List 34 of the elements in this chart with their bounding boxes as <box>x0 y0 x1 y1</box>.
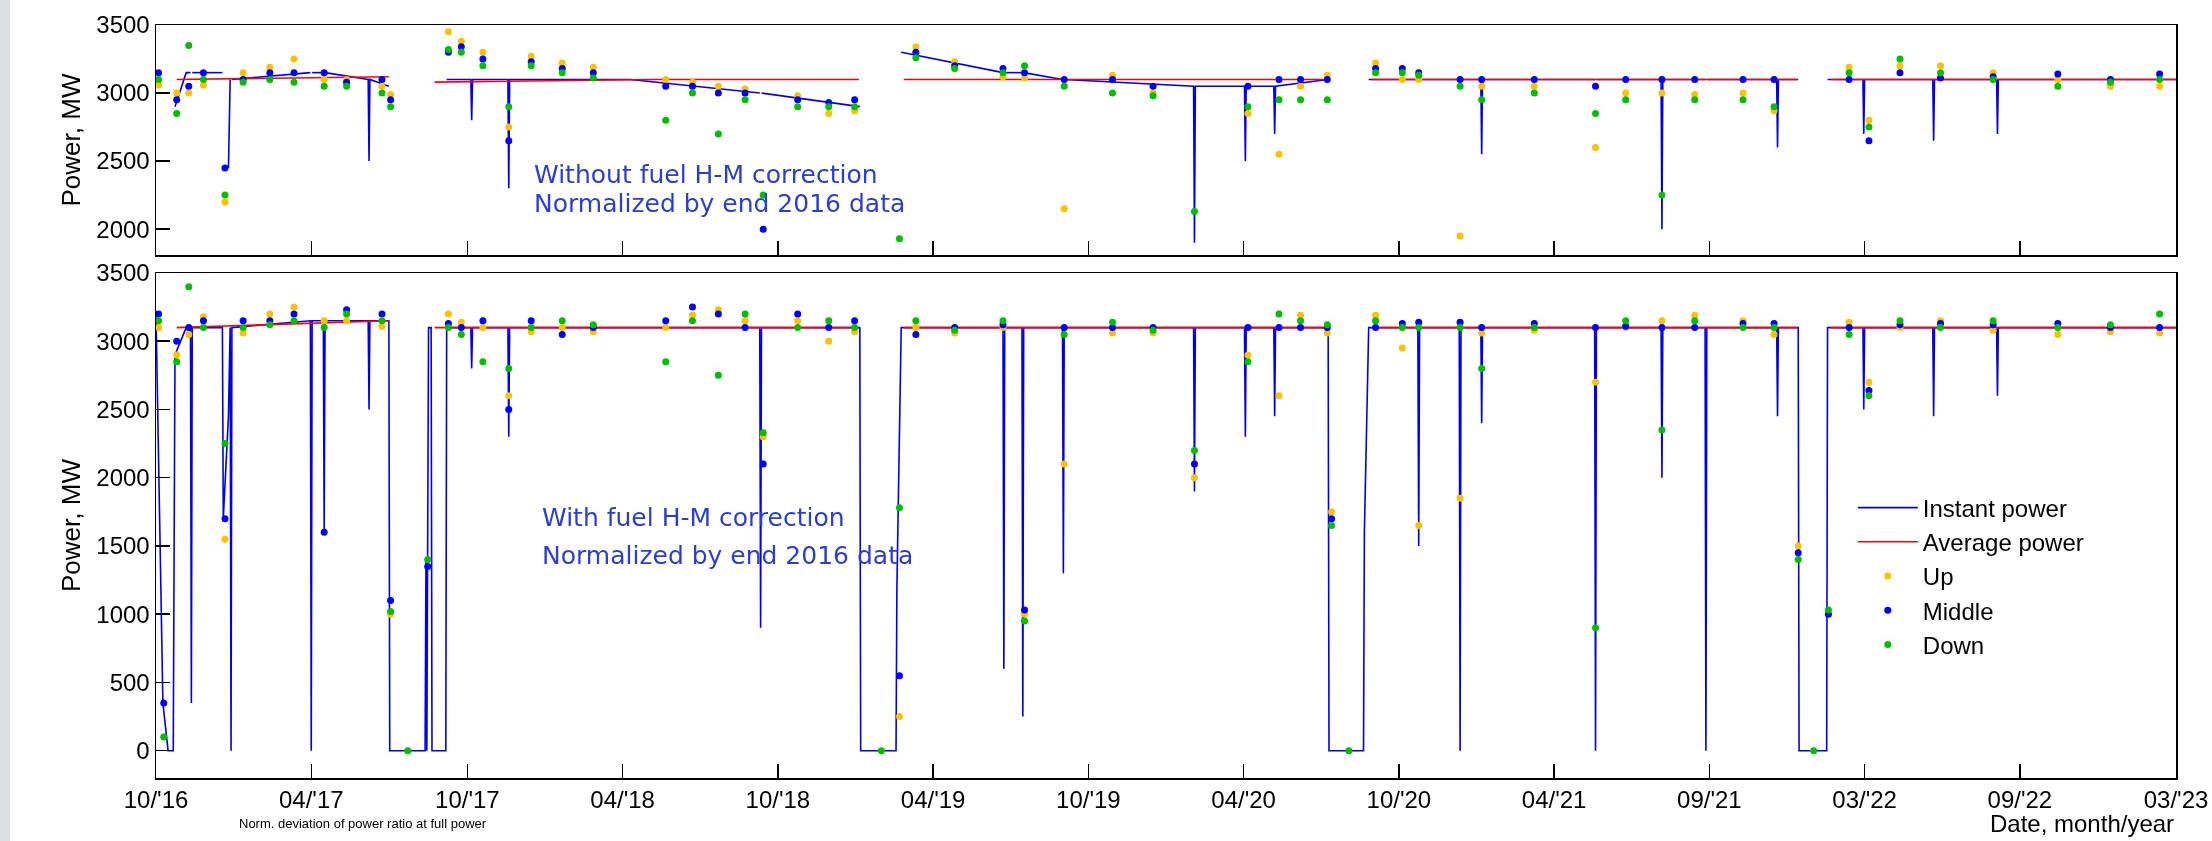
x-tick-label: 03/'22 <box>1832 786 1897 814</box>
y-tick-label: 500 <box>109 668 150 696</box>
y-tick-label: 3000 <box>96 327 150 355</box>
legend-label: Middle <box>1922 597 1994 625</box>
y-tick-label: 2500 <box>96 395 150 423</box>
x-tick-label: 10/'18 <box>745 786 811 814</box>
legend-label: Up <box>1922 563 1954 591</box>
annotation: Without fuel H-M correction <box>534 160 878 189</box>
y-tick-label: 2000 <box>96 464 150 492</box>
x-tick-label: 10/'16 <box>123 786 189 814</box>
y-tick-label: 3500 <box>96 259 150 287</box>
y-axis-title: Power, MW <box>55 458 86 592</box>
y-tick-label: 3000 <box>96 79 150 107</box>
y-axis-title: Power, MW <box>55 73 86 207</box>
y-tick-label: 2500 <box>96 147 150 175</box>
legend-label: Instant power <box>1922 494 2067 522</box>
y-tick-label: 3500 <box>96 11 150 39</box>
x-tick-label: 04/'21 <box>1521 786 1587 814</box>
x-tick-label: 04/'19 <box>900 786 966 814</box>
x-tick-label: 10/'20 <box>1366 786 1432 814</box>
x-tick-label: 10/'17 <box>435 786 500 814</box>
y-tick-label: 0 <box>136 737 150 765</box>
legend-label: Down <box>1922 631 1985 659</box>
x-tick-label: 10/'19 <box>1056 786 1121 814</box>
x-tick-label: 04/'18 <box>590 786 655 814</box>
y-tick-label: 1000 <box>96 600 150 628</box>
text: Norm. deviation of power ratio at full power <box>239 816 487 831</box>
x-tick-label: 04/'20 <box>1211 786 1276 814</box>
x-tick-label: 09/'21 <box>1677 786 1742 814</box>
x-tick-label: 04/'17 <box>278 786 344 814</box>
y-tick-label: 1500 <box>96 532 150 560</box>
legend-label: Average power <box>1922 529 2084 557</box>
y-tick-label: 2000 <box>96 215 150 243</box>
annotation: Normalized by end 2016 data <box>534 189 906 218</box>
